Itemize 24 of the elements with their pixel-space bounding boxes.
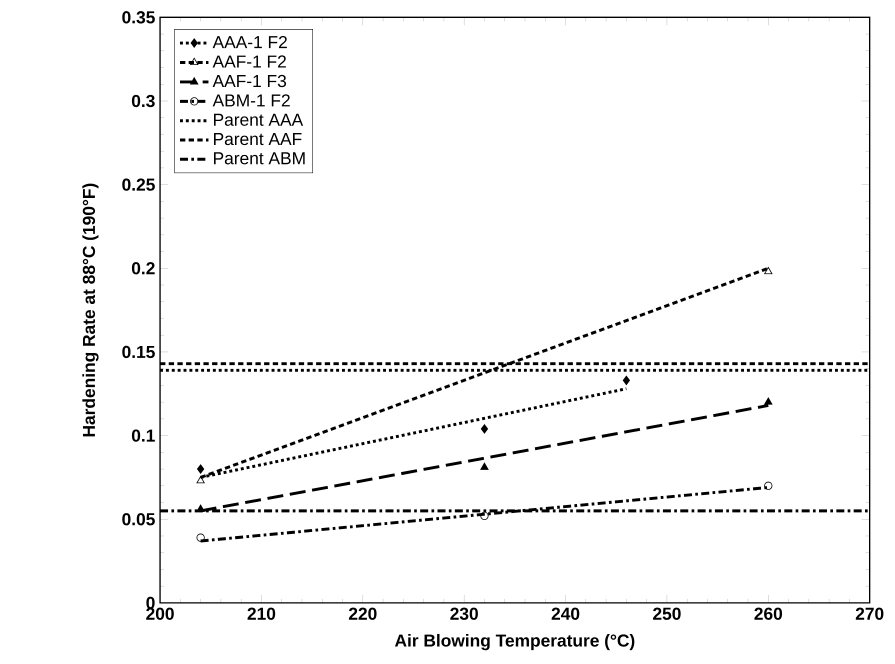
- x-tick-label: 270: [856, 607, 884, 620]
- x-tick-label: 250: [653, 607, 681, 620]
- y-tick-label: 0.15: [122, 346, 155, 358]
- x-tick-label: 220: [348, 607, 377, 620]
- y-axis-title: Hardening Rate at 88°C (190°F): [82, 183, 99, 436]
- legend-label: Parent AAF: [214, 132, 302, 146]
- x-tick-label: 260: [754, 607, 782, 620]
- x-tick-label: 230: [450, 607, 478, 620]
- y-tick-label: 0.25: [122, 178, 155, 191]
- legend-label: Parent ABM: [214, 152, 305, 164]
- x-tick-label: 210: [248, 607, 276, 620]
- legend-label: ABM-1 F2: [212, 94, 290, 106]
- y-tick-label: 0.35: [122, 11, 155, 24]
- x-axis-title: Air Blowing Temperature (°C): [394, 634, 634, 650]
- x-tick-label: 240: [552, 607, 580, 620]
- y-tick-label: 0.2: [132, 262, 155, 274]
- legend-label: AAF-1 F2: [212, 55, 286, 68]
- y-tick-label: 0.1: [132, 429, 155, 442]
- y-tick-label: 0.05: [122, 512, 155, 526]
- legend-label: Parent AAA: [214, 114, 304, 126]
- legend-label: AAA-1 F2: [212, 36, 287, 48]
- legend-label: AAF-1 F3: [212, 74, 286, 88]
- x-tick-label: 200: [146, 607, 174, 620]
- y-tick-label: 0.3: [132, 94, 155, 108]
